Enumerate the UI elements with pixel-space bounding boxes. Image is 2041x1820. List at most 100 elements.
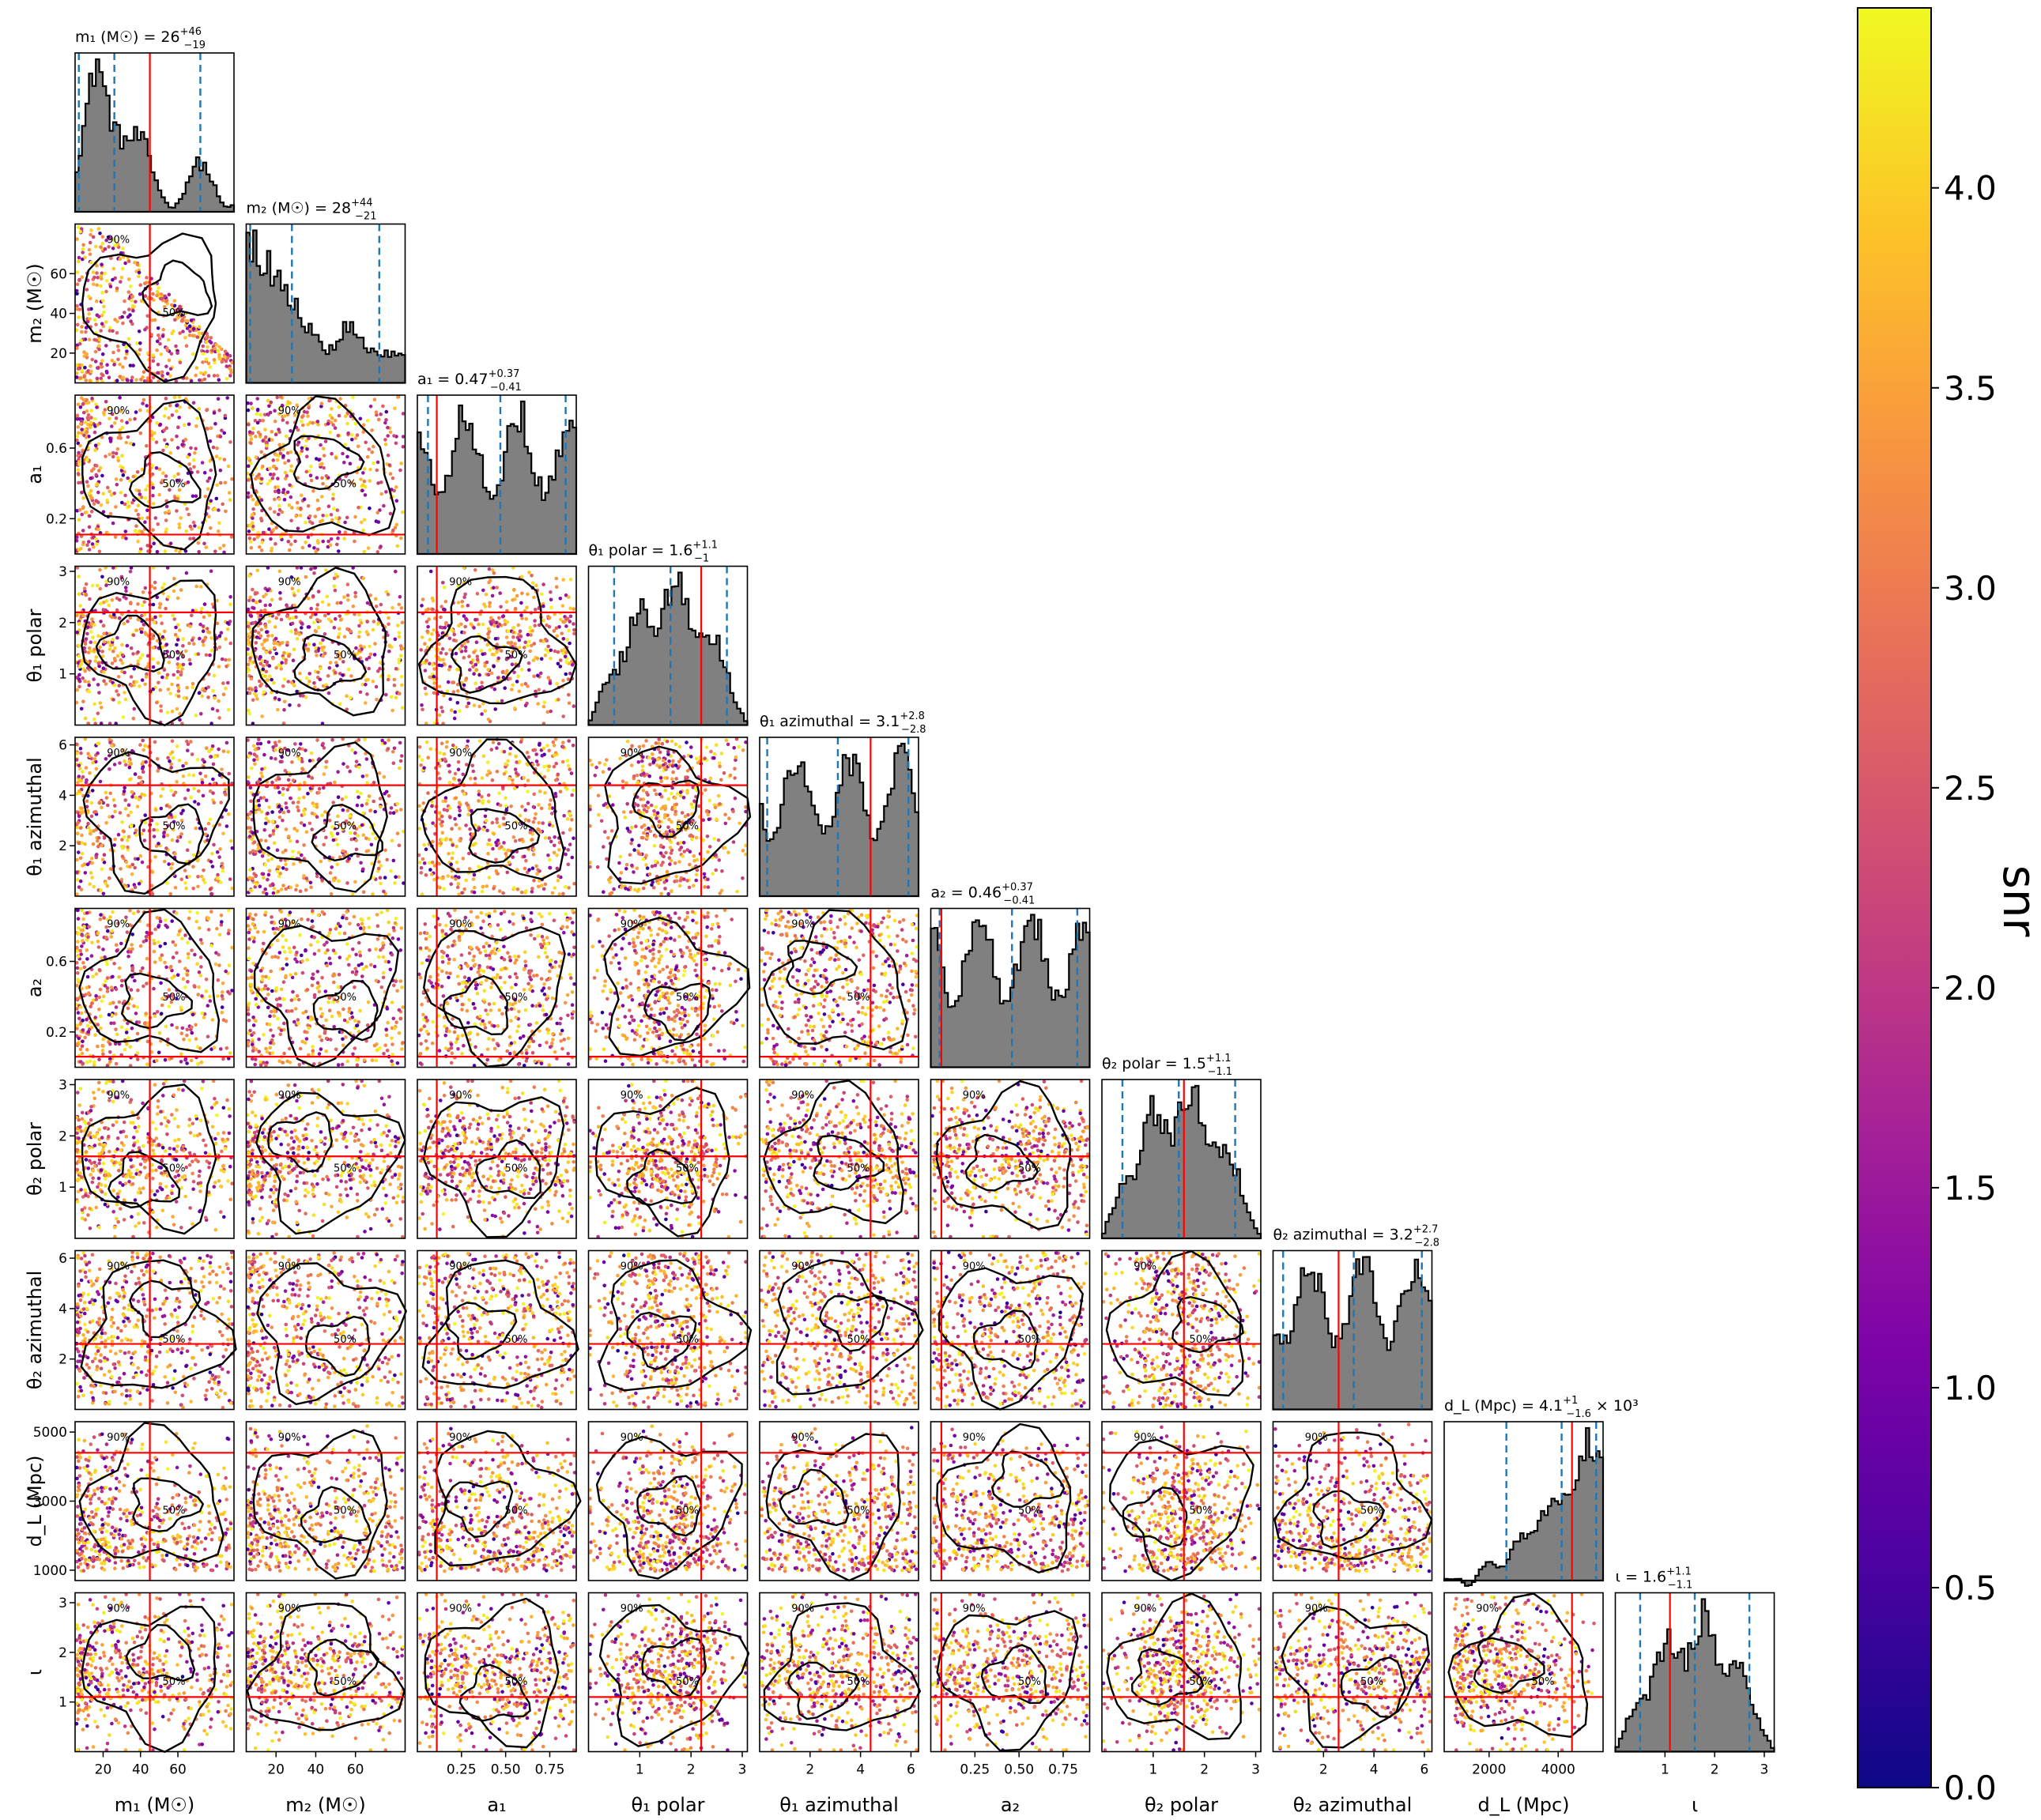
scatter-point bbox=[248, 523, 252, 528]
scatter-point bbox=[163, 305, 167, 309]
scatter-point bbox=[277, 790, 281, 794]
scatter-point bbox=[611, 803, 615, 807]
scatter-point bbox=[420, 758, 424, 762]
scatter-point bbox=[194, 584, 198, 589]
scatter-point bbox=[104, 369, 109, 374]
scatter-point bbox=[546, 853, 550, 857]
scatter-point bbox=[226, 707, 231, 712]
scatter-point bbox=[266, 740, 271, 744]
scatter-point bbox=[168, 374, 172, 378]
scatter-point bbox=[321, 514, 325, 518]
scatter-point bbox=[207, 476, 212, 480]
scatter-point bbox=[162, 414, 167, 418]
scatter-point bbox=[266, 398, 270, 403]
scatter-point bbox=[223, 480, 228, 485]
scatter-point bbox=[306, 422, 310, 427]
scatter-point bbox=[143, 631, 147, 635]
scatter-point bbox=[307, 680, 311, 684]
scatter-point bbox=[271, 891, 276, 895]
scatter-point bbox=[163, 511, 168, 515]
scatter-point bbox=[292, 647, 296, 652]
scatter-point bbox=[533, 816, 537, 820]
scatter-point bbox=[465, 704, 469, 709]
scatter-point bbox=[555, 853, 559, 857]
scatter-point bbox=[563, 620, 567, 624]
scatter-point bbox=[104, 344, 108, 348]
scatter-point bbox=[126, 315, 130, 319]
scatter-point bbox=[420, 604, 424, 608]
scatter-point bbox=[486, 632, 490, 636]
scatter-point bbox=[466, 739, 470, 744]
scatter-point bbox=[481, 884, 485, 889]
scatter-point bbox=[393, 637, 398, 642]
scatter-point bbox=[515, 593, 519, 598]
scatter-point bbox=[218, 880, 223, 884]
scatter-point bbox=[92, 702, 96, 707]
scatter-point bbox=[96, 683, 100, 687]
scatter-point bbox=[121, 473, 126, 477]
scatter-point bbox=[687, 885, 692, 890]
scatter-point bbox=[97, 691, 101, 695]
scatter-point bbox=[215, 446, 219, 450]
scatter-point bbox=[247, 754, 251, 758]
scatter-point bbox=[270, 677, 274, 682]
scatter-point bbox=[328, 398, 332, 403]
scatter-point bbox=[118, 362, 122, 367]
scatter-point bbox=[222, 550, 226, 555]
scatter-point bbox=[123, 299, 126, 303]
scatter-point bbox=[422, 766, 426, 770]
scatter-point bbox=[115, 635, 119, 640]
scatter-point bbox=[218, 435, 223, 439]
scatter-point bbox=[659, 794, 664, 799]
scatter-point bbox=[140, 653, 145, 657]
scatter-point bbox=[77, 673, 81, 677]
scatter-point bbox=[151, 437, 155, 441]
scatter-point bbox=[187, 773, 191, 777]
scatter-point bbox=[447, 852, 451, 856]
scatter-point bbox=[112, 238, 116, 243]
scatter-point bbox=[162, 428, 167, 432]
scatter-point bbox=[303, 781, 307, 785]
scatter-point bbox=[106, 405, 111, 410]
scatter-point bbox=[183, 797, 187, 801]
scatter-point bbox=[391, 858, 396, 863]
scatter-point bbox=[96, 844, 100, 849]
scatter-point bbox=[83, 365, 87, 370]
scatter-point bbox=[86, 401, 91, 405]
scatter-point bbox=[89, 416, 93, 420]
scatter-point bbox=[377, 860, 381, 864]
scatter-point bbox=[77, 654, 81, 658]
scatter-point bbox=[501, 816, 506, 820]
scatter-point bbox=[531, 658, 536, 662]
scatter-point bbox=[87, 525, 92, 529]
scatter-point bbox=[361, 890, 366, 895]
scatter-point bbox=[174, 379, 179, 383]
scatter-point bbox=[526, 789, 530, 793]
scatter-point bbox=[225, 620, 230, 625]
scatter-point bbox=[522, 776, 526, 780]
scatter-point bbox=[307, 774, 311, 778]
scatter-point bbox=[388, 430, 393, 435]
scatter-point bbox=[322, 465, 326, 470]
scatter-point bbox=[208, 789, 213, 793]
scatter-point bbox=[547, 764, 552, 769]
scatter-point bbox=[87, 690, 92, 694]
scatter-point bbox=[126, 813, 130, 818]
scatter-point bbox=[341, 762, 345, 766]
scatter-point bbox=[635, 773, 639, 778]
scatter-point bbox=[534, 689, 538, 694]
scatter-point bbox=[128, 616, 133, 620]
scatter-point bbox=[99, 274, 104, 278]
scatter-point bbox=[89, 260, 93, 265]
scatter-point bbox=[121, 715, 126, 719]
scatter-point bbox=[469, 622, 473, 626]
scatter-point bbox=[480, 890, 485, 894]
scatter-point bbox=[137, 270, 141, 275]
scatter-point bbox=[99, 362, 104, 366]
scatter-point bbox=[569, 771, 574, 775]
scatter-point bbox=[363, 737, 367, 742]
scatter-point bbox=[102, 631, 106, 636]
scatter-point bbox=[170, 331, 174, 336]
scatter-point bbox=[124, 345, 128, 349]
scatter-point bbox=[196, 802, 201, 806]
